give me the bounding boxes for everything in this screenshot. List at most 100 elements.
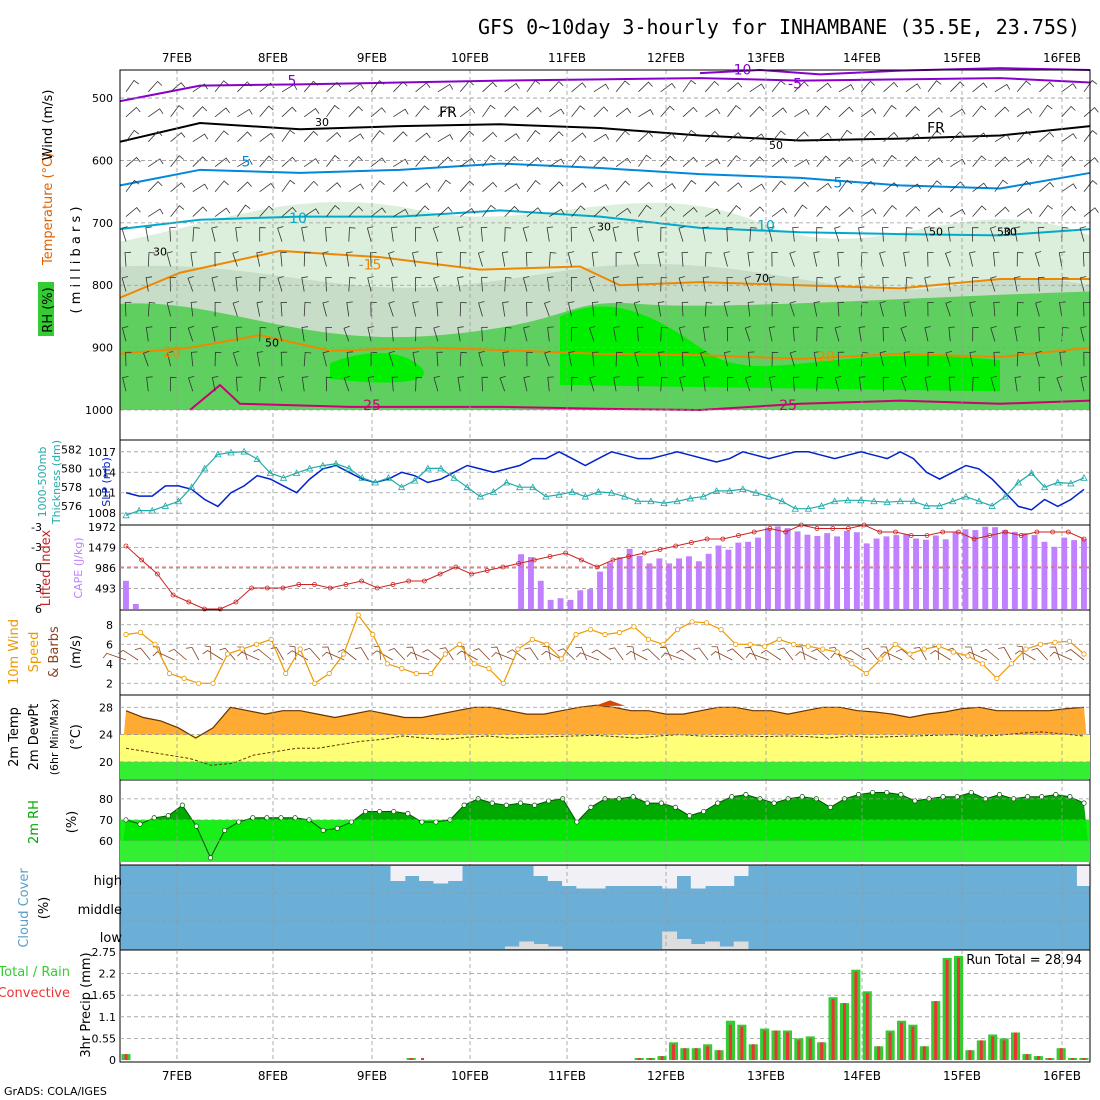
barb-35-0 xyxy=(905,83,921,93)
li-point-22 xyxy=(469,571,474,577)
thickness-point-69 xyxy=(1027,469,1036,477)
cape-bar-44 xyxy=(557,598,564,609)
footer-credit: GrADS: COLA/IGES xyxy=(4,1085,107,1098)
barb-22-2 xyxy=(615,130,630,142)
cape-bar-87 xyxy=(982,526,989,609)
thickness-point-20 xyxy=(384,473,393,481)
thickness-point-2 xyxy=(148,506,156,514)
barb-11-3 xyxy=(370,157,386,168)
wind10-line xyxy=(125,613,1085,685)
li-point-36 xyxy=(689,540,694,545)
barb-5-11 xyxy=(232,350,240,367)
barb-0-4 xyxy=(125,179,140,192)
cape-bar-76 xyxy=(873,538,880,609)
temp2m-ylabel1: 2m Temp xyxy=(7,707,22,767)
barb-18-8 xyxy=(522,276,530,292)
cloud-units: (%) xyxy=(37,897,52,920)
barb10-54 xyxy=(760,649,782,661)
barb-36-5 xyxy=(927,207,944,217)
barb-24-11 xyxy=(658,351,665,367)
barb10-62 xyxy=(862,647,879,661)
cape-bar-90 xyxy=(1011,531,1018,609)
rh2m-point-24 xyxy=(461,802,467,808)
cape-bar-88 xyxy=(992,527,998,609)
barb-33-12 xyxy=(858,376,866,392)
barb-16-6 xyxy=(480,226,488,242)
barb-27-11 xyxy=(723,351,731,367)
barb-19-12 xyxy=(547,376,554,392)
barb-13-2 xyxy=(415,132,431,143)
date-bottom-7FEB: 7FEB xyxy=(162,1069,192,1083)
precip-ylabel2: Convective xyxy=(0,986,70,1001)
barb-41-1 xyxy=(1039,104,1053,118)
barb-3-4 xyxy=(192,183,209,193)
slp-tick-1008: 1008 xyxy=(88,507,116,520)
barb10-57 xyxy=(795,651,818,661)
barb-15-7 xyxy=(459,252,467,267)
li-point-33 xyxy=(641,550,647,556)
barb-2-8 xyxy=(169,277,177,292)
wind10-point-26 xyxy=(500,680,506,686)
cape-bar-63 xyxy=(745,541,752,609)
thickness-point-13 xyxy=(292,469,301,477)
barb-21-11 xyxy=(592,351,599,367)
barb-36-1 xyxy=(927,107,943,118)
barb-31-12 xyxy=(816,376,824,392)
barb-4-12 xyxy=(211,376,219,392)
wind-tick-2: 2 xyxy=(106,677,113,690)
wind10-point-60 xyxy=(994,675,1000,682)
barb-31-3 xyxy=(816,155,831,167)
cape-bar-89 xyxy=(1002,530,1008,609)
cape-bar-78 xyxy=(893,535,900,609)
thickness-point-30 xyxy=(516,483,524,491)
barb10-40 xyxy=(591,649,612,661)
barb-29-7 xyxy=(771,252,778,267)
barb-29-5 xyxy=(771,207,788,217)
barb-1-8 xyxy=(145,276,153,292)
cloud-low-41 xyxy=(705,941,720,949)
thickness-point-32 xyxy=(542,492,550,500)
barb-6-1 xyxy=(259,105,274,118)
rh-ylabel: RH (%) xyxy=(41,287,56,332)
barb10-58 xyxy=(811,648,830,661)
barb10-60 xyxy=(830,652,854,661)
barb-3-5 xyxy=(192,206,208,217)
contour-label-18: 50 xyxy=(265,336,279,349)
cape-bar-65 xyxy=(765,528,771,609)
barb-37-6 xyxy=(947,226,955,242)
cloud-low-29 xyxy=(533,944,549,949)
cloud-high-22 xyxy=(433,866,449,884)
thickness-point-25 xyxy=(450,473,458,481)
barb10-14 xyxy=(289,645,297,661)
wind10-point-65 xyxy=(1066,638,1073,644)
li-point-13 xyxy=(327,585,333,591)
barb-24-6 xyxy=(660,227,667,242)
barb-30-6 xyxy=(792,226,799,242)
barb-19-4 xyxy=(549,181,564,192)
barb-11-6 xyxy=(366,226,374,242)
barb-12-8 xyxy=(391,276,398,292)
barb-21-1 xyxy=(593,106,609,118)
thickness-point-51 xyxy=(791,504,799,512)
barb-29-12 xyxy=(768,376,776,392)
barb-15-0 xyxy=(459,80,474,93)
li-point-4 xyxy=(186,599,192,605)
barb-31-0 xyxy=(816,82,832,93)
contour-label-3: FR xyxy=(439,105,457,121)
li-point-5 xyxy=(202,606,207,612)
cape-bar-45 xyxy=(567,599,574,609)
barb-22-0 xyxy=(615,80,630,93)
li-point-46 xyxy=(846,526,851,531)
barb-34-3 xyxy=(883,154,897,167)
barb-35-11 xyxy=(903,351,911,367)
barb-32-12 xyxy=(834,376,842,392)
wind10-point-12 xyxy=(297,646,303,652)
barb-36-12 xyxy=(924,376,932,392)
ptick-500: 500 xyxy=(92,92,113,105)
wind10-point-66 xyxy=(1081,651,1087,657)
barb10-26 xyxy=(422,649,442,661)
wind10-point-23 xyxy=(457,641,463,647)
precip-tick-0: 0 xyxy=(109,1054,116,1067)
wind10-units: (m/s) xyxy=(69,635,84,669)
barb-3-6 xyxy=(192,227,200,242)
